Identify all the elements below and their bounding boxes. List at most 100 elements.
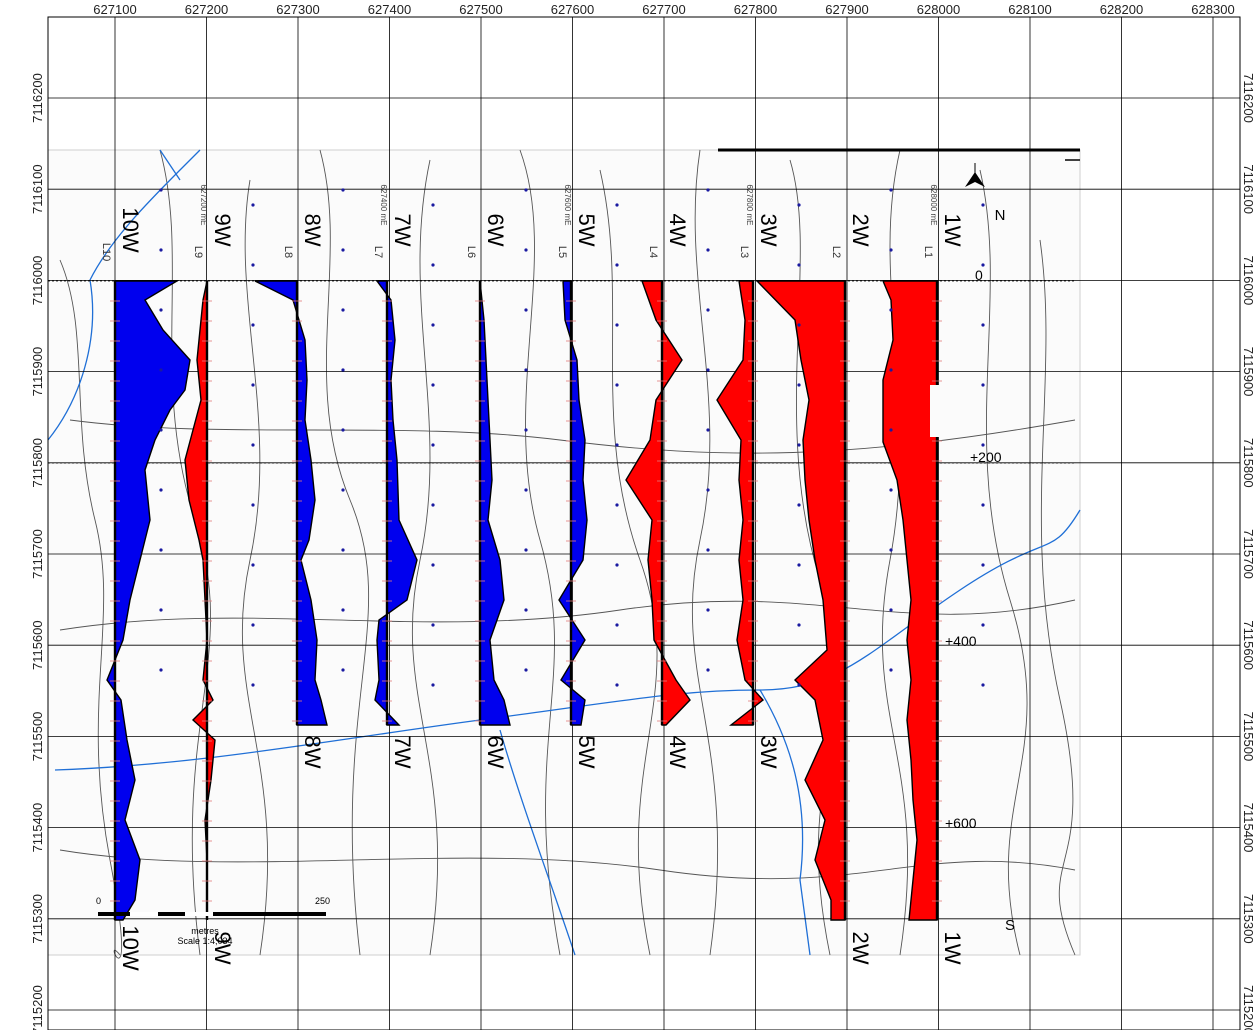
y-tick-label-right: 7115500	[1241, 712, 1256, 762]
y-tick-label-left: 7115900	[30, 347, 45, 397]
station-dot	[889, 188, 893, 192]
station-dot	[341, 308, 345, 312]
profile-fill-2W	[755, 280, 846, 921]
north-arrow-icon	[965, 163, 985, 187]
station-dot	[797, 383, 801, 387]
station-label-5W: 627600 mE	[563, 185, 572, 226]
station-dot	[981, 323, 985, 327]
line-label-bottom-6W: 6W	[483, 736, 508, 769]
y-tick-label-left: 7115500	[30, 712, 45, 762]
line-label-top-3W: 3W	[756, 214, 781, 247]
x-tick-label: 627300	[276, 2, 319, 17]
station-dot	[981, 203, 985, 207]
station-dot	[431, 263, 435, 267]
line-tag-8W: L8	[282, 246, 294, 258]
y-tick-label-right: 7116000	[1241, 256, 1256, 306]
y-tick-label-left: 7115600	[30, 620, 45, 670]
station-dot	[706, 668, 710, 672]
line-label-bottom-7W: 7W	[390, 736, 415, 769]
y-tick-label-left: 7115300	[30, 894, 45, 944]
station-dot	[251, 263, 255, 267]
station-dot	[524, 428, 528, 432]
x-tick-label: 627100	[93, 2, 136, 17]
station-dot	[251, 563, 255, 567]
contour-lines	[59, 149, 1076, 959]
line-label-top-7W: 7W	[390, 214, 415, 247]
line-tag-9W: L9	[192, 246, 204, 258]
station-dot	[524, 248, 528, 252]
y-tick-label-left: 7115200	[30, 985, 45, 1030]
station-dot	[615, 563, 619, 567]
station-dot	[797, 563, 801, 567]
station-dot	[706, 428, 710, 432]
profile-fill-4W	[625, 280, 691, 726]
station-dot	[341, 248, 345, 252]
station-dot	[797, 503, 801, 507]
station-dot	[797, 203, 801, 207]
profile-fill-7W	[374, 280, 418, 726]
line-label-top-8W: 8W	[300, 214, 325, 247]
y-tick-label-right: 7115400	[1241, 803, 1256, 853]
station-dot	[431, 563, 435, 567]
station-label-7W: 627400 mE	[379, 185, 388, 226]
profile-fill-10W	[106, 280, 191, 921]
x-tick-label: 627600	[551, 2, 594, 17]
station-label-3W: 627800 mE	[745, 185, 754, 226]
y-tick-label-right: 7116200	[1241, 73, 1256, 123]
station-dot	[251, 623, 255, 627]
x-tick-label: 627800	[734, 2, 777, 17]
station-dot	[981, 683, 985, 687]
station-dot	[615, 263, 619, 267]
station-dot	[159, 428, 163, 432]
station-dot	[251, 443, 255, 447]
scale-bar-start: 0	[96, 896, 101, 906]
chainage-label-0: 0	[975, 267, 983, 283]
station-dot	[431, 503, 435, 507]
station-dot	[615, 323, 619, 327]
station-dot	[889, 368, 893, 372]
station-dot	[981, 503, 985, 507]
scale-bar-end: 250	[315, 896, 330, 906]
x-tick-label: 628000	[917, 2, 960, 17]
station-dot	[981, 443, 985, 447]
chainage-label-400: +400	[945, 633, 977, 649]
y-tick-label-left: 7116000	[30, 256, 45, 306]
profile-fill-6W	[479, 280, 511, 726]
station-dot	[889, 548, 893, 552]
station-dot	[341, 668, 345, 672]
station-dot	[159, 308, 163, 312]
line-tag-6W: L6	[465, 246, 477, 258]
y-tick-label-left: 7115700	[30, 529, 45, 579]
y-tick-label-right: 7115900	[1241, 347, 1256, 397]
station-dot	[981, 623, 985, 627]
x-axis-labels: 627100 627200 627300 627400 627500 627600 6277…	[93, 2, 1234, 17]
north-label: N	[995, 207, 1006, 224]
station-dot	[341, 608, 345, 612]
station-label-1W: 628000 mE	[929, 185, 938, 226]
station-dot	[797, 443, 801, 447]
station-dot	[524, 608, 528, 612]
line-label-top-2W: 2W	[848, 214, 873, 247]
y-tick-label-right: 7115600	[1241, 620, 1256, 670]
profile-fill-8W	[254, 280, 328, 726]
line-tag-1W: L1	[922, 246, 934, 258]
station-dot	[159, 548, 163, 552]
x-tick-label: 627200	[185, 2, 228, 17]
line-tag-7W: L7	[372, 246, 384, 258]
station-dot	[159, 488, 163, 492]
x-tick-label: 628100	[1008, 2, 1051, 17]
line-label-bottom-3W: 3W	[756, 736, 781, 769]
station-dot	[706, 608, 710, 612]
y-tick-label-right: 7115300	[1241, 894, 1256, 944]
profile-gap-1W	[930, 385, 944, 437]
em-profiles	[106, 280, 944, 921]
station-dot	[524, 548, 528, 552]
station-dot	[159, 608, 163, 612]
chainage-label-200: +200	[970, 449, 1002, 465]
station-dot	[524, 368, 528, 372]
station-dot	[341, 488, 345, 492]
x-tick-label: 627400	[368, 2, 411, 17]
station-dot	[981, 563, 985, 567]
